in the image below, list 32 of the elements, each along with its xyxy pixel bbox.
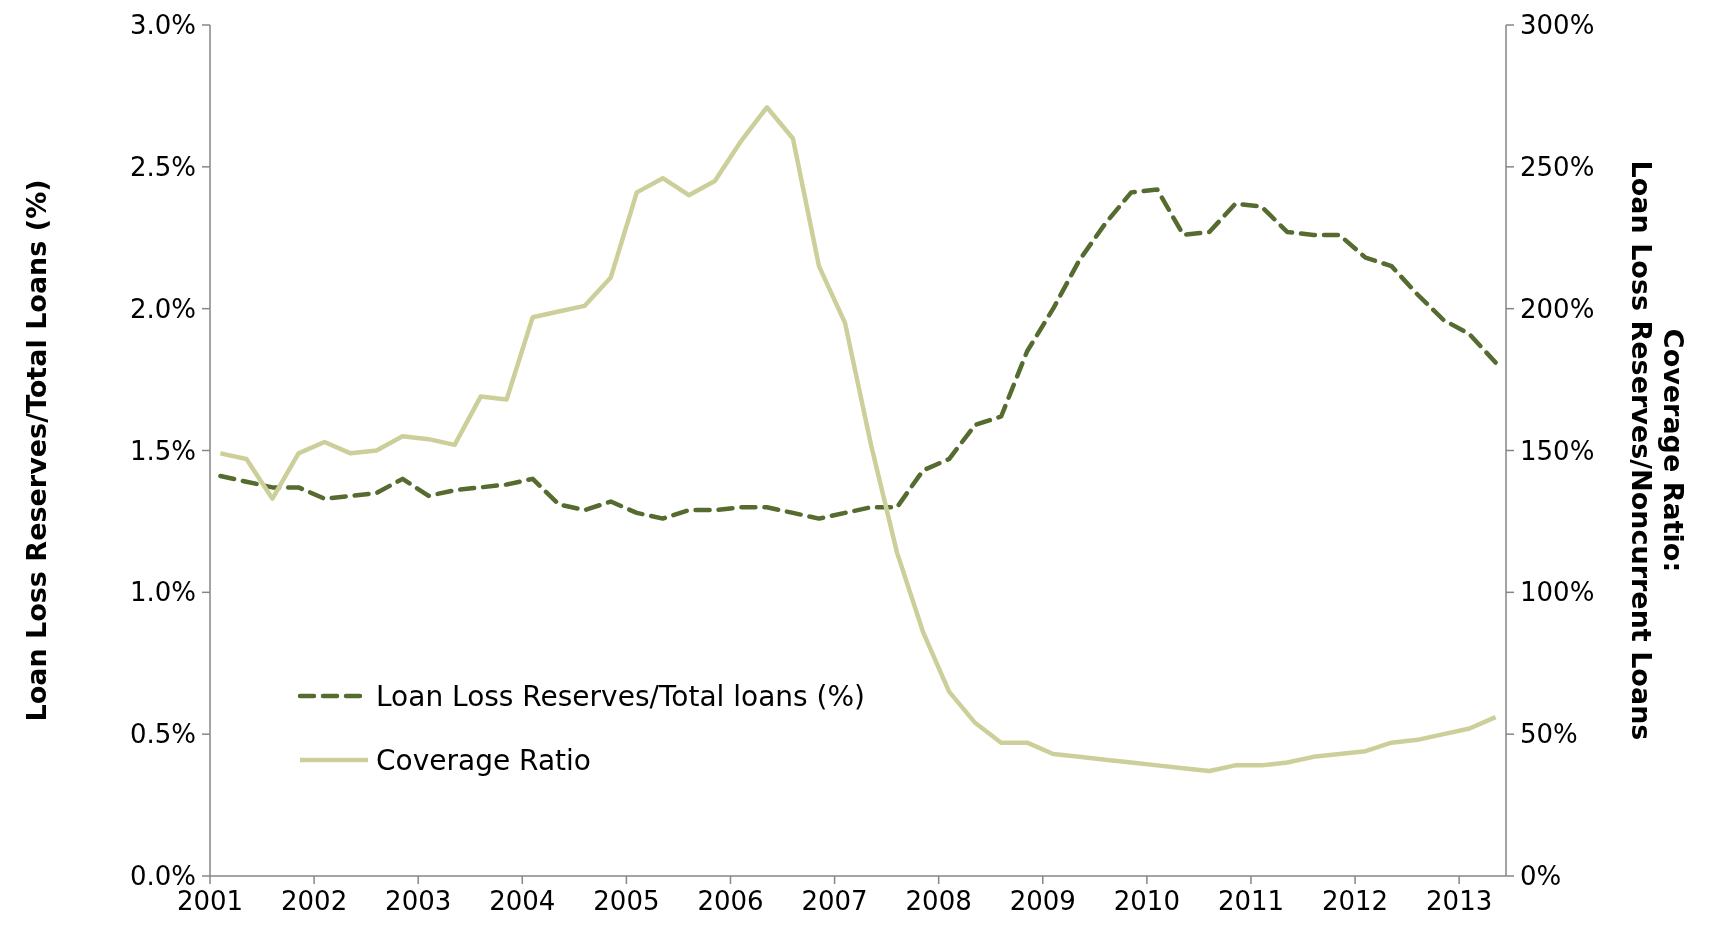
x-tick-label: 2001 (176, 886, 244, 916)
x-tick-label: 2008 (905, 886, 972, 916)
y2-tick-label: 50% (1520, 719, 1578, 750)
y-tick-label: 2.5% (129, 151, 196, 182)
x-tick-label: 2012 (1321, 886, 1389, 916)
y2-tick-label: 100% (1520, 577, 1595, 608)
y-tick-label: 0.5% (129, 719, 196, 750)
y2-tick-label: 250% (1520, 151, 1595, 182)
line-series (218, 105, 1498, 774)
x-tick-label: 2013 (1426, 886, 1493, 916)
line-series (218, 187, 1498, 521)
y-tick-label: 1.5% (129, 435, 196, 466)
y2-tick-label: 0% (1520, 861, 1562, 892)
x-tick-label: 2004 (489, 886, 556, 916)
x-tick-label: 2002 (281, 886, 348, 916)
x-tick-label: 2005 (593, 886, 660, 916)
legend-label: Loan Loss Reserves/Total loans (%) (376, 679, 865, 713)
x-tick-label: 2010 (1113, 886, 1180, 916)
y2-tick-label: 200% (1520, 293, 1595, 324)
y-tick-label: 1.0% (129, 577, 196, 608)
y2-tick-label: 300% (1520, 10, 1595, 41)
x-tick-label: 2011 (1217, 886, 1285, 916)
legend-label: Coverage Ratio (376, 743, 591, 777)
y2-tick-label: 150% (1520, 435, 1595, 466)
y-tick-label: 3.0% (129, 10, 196, 41)
x-tick-label: 2003 (385, 886, 452, 916)
y-tick-label: 2.0% (129, 293, 196, 324)
y2-axis-title: Coverage Ratio: Loan Loss Reserves/Noncurrent Loans (1625, 160, 1690, 741)
x-tick-label: 2007 (801, 886, 868, 916)
x-tick-label: 2009 (1009, 886, 1076, 916)
y-axis-title: Loan Loss Reserves/Total Loans (%) (21, 179, 52, 722)
x-tick-label: 2006 (697, 886, 764, 916)
